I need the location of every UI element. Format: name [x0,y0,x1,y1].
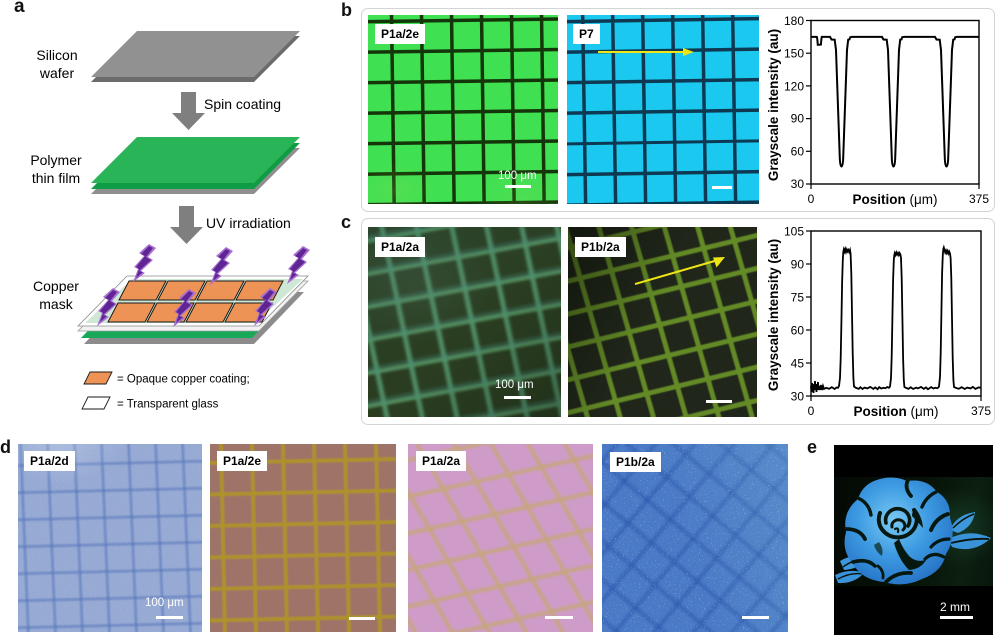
svg-text:Polymer: Polymer [30,152,82,168]
svg-text:UV irradiation: UV irradiation [206,215,291,231]
svg-text:90: 90 [791,258,805,272]
svg-text:375: 375 [971,404,991,418]
svg-text:30: 30 [791,390,805,404]
svg-text:90: 90 [791,112,805,126]
svg-text:Spin coating: Spin coating [204,96,281,112]
svg-text:75: 75 [791,291,805,305]
svg-text:105: 105 [784,225,804,239]
svg-text:thin film: thin film [32,170,80,186]
svg-text:= Transparent glass: = Transparent glass [117,399,219,411]
svg-text:0: 0 [808,192,815,206]
svg-text:120: 120 [784,79,804,93]
svg-text:150: 150 [784,47,804,61]
svg-text:60: 60 [791,144,805,158]
svg-text:0: 0 [808,404,815,418]
svg-text:Position (μm): Position (μm) [852,192,937,207]
svg-text:180: 180 [784,14,804,28]
svg-text:Copper: Copper [33,278,79,294]
svg-text:45: 45 [791,357,805,371]
svg-text:375: 375 [969,192,989,206]
svg-text:30: 30 [791,177,805,191]
svg-text:60: 60 [791,324,805,338]
svg-text:wafer: wafer [39,65,75,81]
svg-text:= Opaque copper coating;: = Opaque copper coating; [117,374,250,386]
svg-text:Silicon: Silicon [36,47,77,63]
svg-text:mask: mask [39,296,73,312]
svg-text:Position (μm): Position (μm) [853,404,938,419]
